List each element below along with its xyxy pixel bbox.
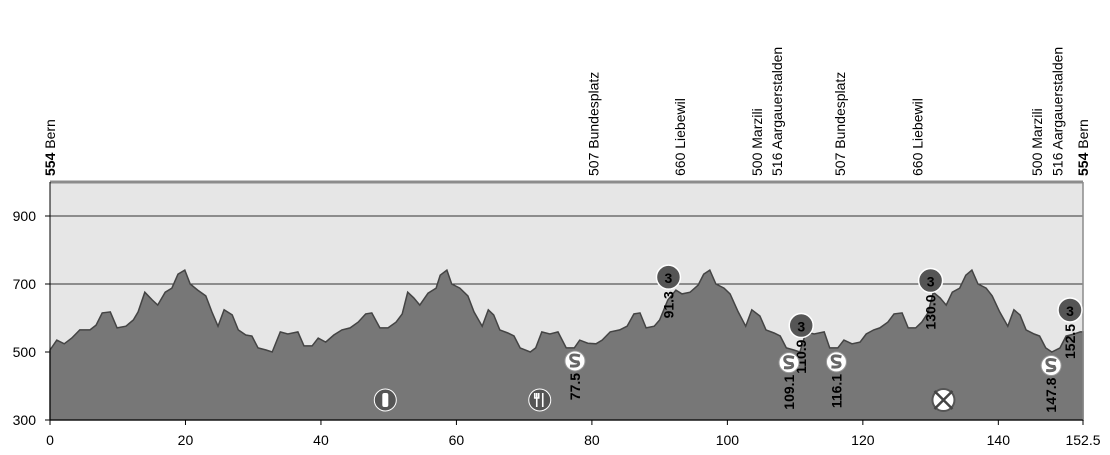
y-tick-label: 300 [13,412,37,428]
y-tick-label: 900 [13,208,37,224]
climb-category: 3 [1066,303,1074,319]
sprint-symbol [1045,358,1057,373]
waypoint-label: 660 Liebewil [910,98,926,176]
waypoint-label: 500 Marzili [749,108,765,176]
climb-km-label: 130.0 [923,294,939,329]
waypoint-altitude: 554 [1075,152,1091,176]
waypoint-name: Aargauerstalden [1049,47,1065,150]
waypoint-label: 500 Marzili [1029,108,1045,176]
x-tick-label: 100 [716,432,740,448]
waypoint-label: 554 Bern [42,119,58,176]
sprint-km-label: 77.5 [567,373,583,400]
sprint-icon [1040,355,1062,377]
sprint-icon [564,350,586,372]
x-tick-label: 80 [584,432,600,448]
service-icon-food [528,388,552,412]
sprint-icon [778,352,800,374]
climb-icon [1057,297,1083,323]
climb-category: 3 [665,270,673,286]
climb-icon [655,264,682,290]
y-tick-label: 500 [13,344,37,360]
waypoint-altitude: 660 [910,152,926,176]
sprint-symbol [569,353,581,368]
waypoint-altitude: 554 [42,152,58,176]
x-tick-label: 0 [46,432,54,448]
climb-category: 3 [797,319,805,335]
sprint-km-label: 147.8 [1043,377,1059,412]
waypoint-name: Bern [1075,119,1091,149]
climb-icon [917,267,944,294]
icon-circle [528,388,552,412]
climb-km-label: 91.3 [660,291,676,318]
waypoint-name: Liebewil [910,98,926,149]
waypoint-altitude: 500 [1029,152,1045,176]
x-tick-label: 40 [313,432,329,448]
icon-bottle [382,393,389,407]
y-tick-label: 700 [13,276,37,292]
elevation-profile [49,268,1084,421]
waypoint-label: 516 Aargauerstalden [1049,47,1065,176]
icon-cross [933,390,954,410]
sprint-icon [825,351,847,373]
sprint-symbol [783,355,795,370]
waypoint-altitude: 516 [1049,152,1065,176]
waypoint-altitude: 516 [769,152,785,176]
sprint-km-label: 109.1 [781,374,797,409]
waypoint-name: Marzili [1029,108,1045,148]
waypoint-altitude: 660 [672,152,688,176]
sprint-symbol [830,354,842,369]
x-tick-label: 120 [851,432,875,448]
climb-km-label: 152.5 [1062,324,1078,359]
waypoint-altitude: 500 [749,152,765,176]
waypoint-name: Marzili [749,108,765,148]
x-tick-label: 152.5 [1065,432,1100,448]
waypoint-name: Liebewil [672,98,688,149]
waypoint-label: 554 Bern [1075,119,1091,176]
service-icon-drink [373,388,397,412]
climb-category: 3 [927,274,935,290]
waypoint-name: Bundesplatz [832,72,848,149]
waypoint-altitude: 507 [832,152,848,176]
waypoint-label: 660 Liebewil [672,98,688,176]
climb-icon [788,312,814,339]
waypoint-name: Aargauerstalden [769,47,785,150]
waypoint-name: Bern [42,119,58,149]
waypoint-altitude: 507 [585,152,601,176]
waypoint-label: 507 Bundesplatz [585,72,601,176]
waypoint-label: 507 Bundesplatz [832,72,848,176]
service-icon-no-litter [931,388,956,412]
waypoint-name: Bundesplatz [585,72,601,149]
icon-cutlery [533,393,544,407]
x-tick-label: 140 [987,432,1011,448]
waypoint-label: 516 Aargauerstalden [769,47,785,176]
x-tick-label: 20 [178,432,194,448]
x-tick-label: 60 [449,432,465,448]
sprint-km-label: 116.1 [828,374,844,408]
